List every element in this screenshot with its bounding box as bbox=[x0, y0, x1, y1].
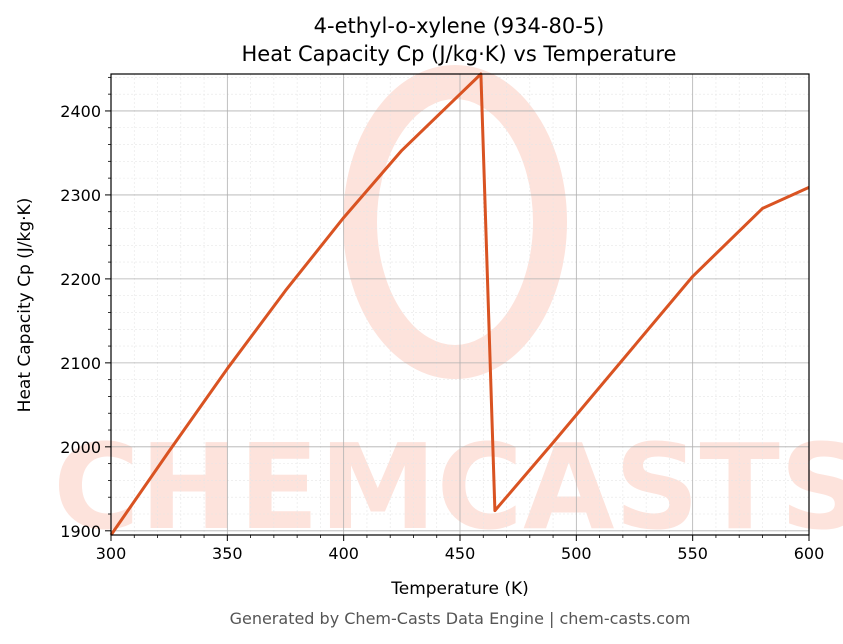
y-axis-label: Heat Capacity Cp (J/kg·K) bbox=[15, 198, 35, 413]
chart-subtitle: Heat Capacity Cp (J/kg·K) vs Temperature bbox=[242, 42, 677, 66]
footer-credit: Generated by Chem-Casts Data Engine | ch… bbox=[230, 609, 691, 628]
cp-series-line bbox=[109, 72, 810, 536]
axis-ticks: 300 350 400 450 500 550 600 1900 2000 2100 2200 230… bbox=[60, 76, 825, 563]
x-tick-label: 350 bbox=[212, 544, 243, 563]
x-tick-label: 450 bbox=[445, 544, 476, 563]
y-tick-label: 2400 bbox=[60, 102, 101, 121]
x-tick-label: 550 bbox=[677, 544, 708, 563]
x-tick-label: 500 bbox=[561, 544, 592, 563]
x-tick-label: 400 bbox=[328, 544, 359, 563]
y-tick-label: 2000 bbox=[60, 438, 101, 457]
watermark-logo-ring bbox=[343, 65, 567, 379]
y-tick-label: 2100 bbox=[60, 354, 101, 373]
x-axis-label: Temperature (K) bbox=[390, 579, 529, 599]
y-tick-label: 2300 bbox=[60, 186, 101, 205]
x-tick-label: 300 bbox=[96, 544, 127, 563]
y-tick-label: 2200 bbox=[60, 270, 101, 289]
chart-title: 4-ethyl-o-xylene (934-80-5) bbox=[314, 14, 605, 38]
x-tick-label: 600 bbox=[794, 544, 825, 563]
watermark-text: CHEMCASTS bbox=[53, 418, 843, 556]
y-tick-label: 1900 bbox=[60, 522, 101, 541]
chemcasts-watermark: CHEMCASTS bbox=[53, 65, 843, 556]
